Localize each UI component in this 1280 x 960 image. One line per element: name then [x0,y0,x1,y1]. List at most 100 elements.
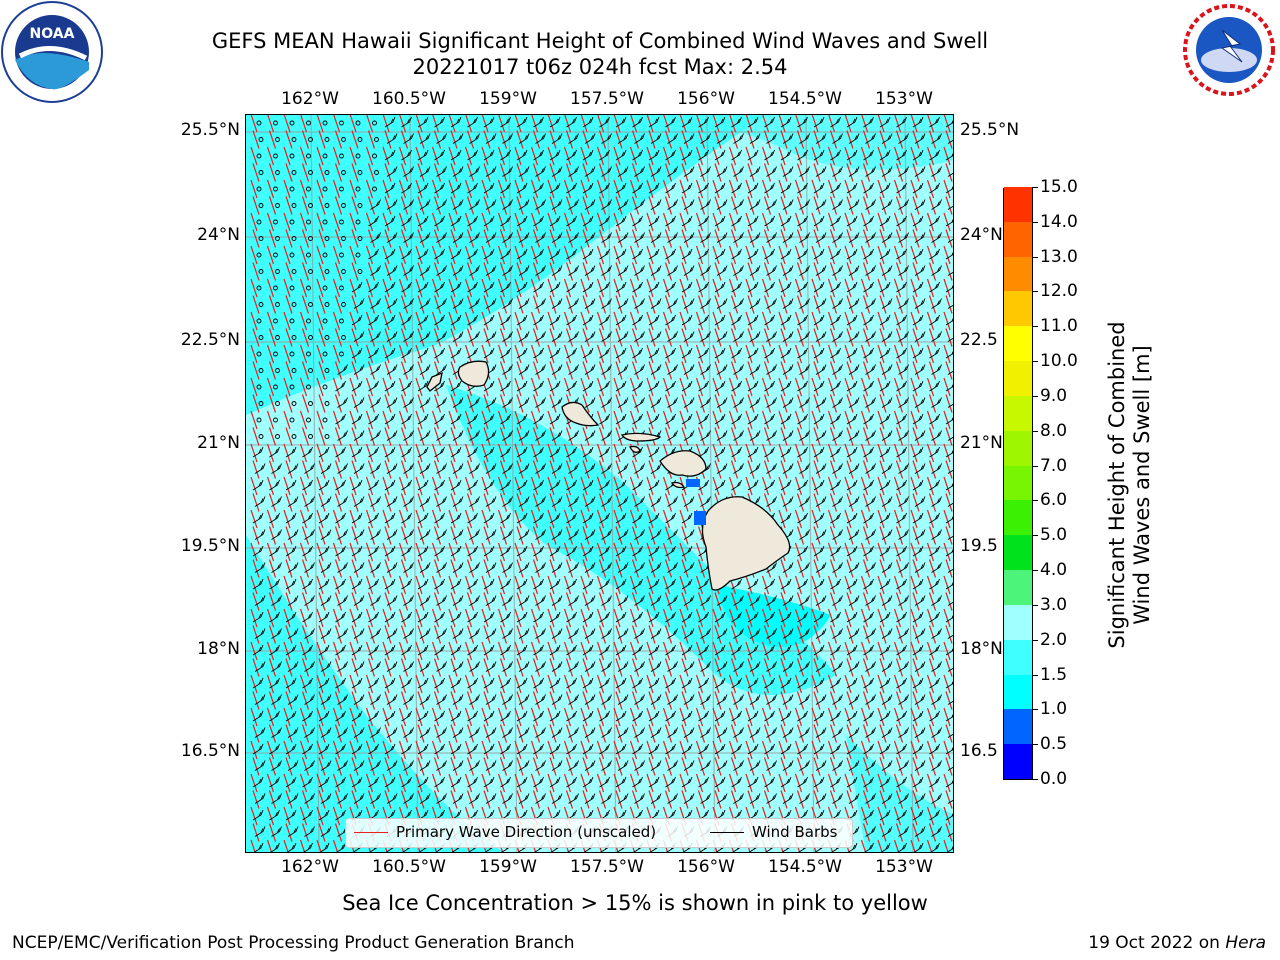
wave-direction-arrow [532,427,541,446]
wind-barb [368,479,379,491]
wind-barb [535,364,546,375]
wave-direction-arrow [714,427,722,446]
wave-direction-arrow [714,262,722,281]
wind-barb [319,842,330,852]
wave-direction-arrow [318,361,326,380]
wind-barb [879,446,891,458]
wave-direction-arrow [332,773,341,793]
wave-direction-arrow [532,460,541,479]
colorbar-tick: 0.5 [1031,734,1068,755]
wind-barb [370,760,381,771]
wind-barb [308,236,313,241]
wave-direction-arrow [877,245,885,265]
wind-barb [615,215,627,227]
wave-direction-arrow [283,311,291,331]
wind-barb [502,331,513,342]
wave-direction-arrow [349,608,357,628]
wind-barb [665,677,676,689]
wind-barb [782,331,794,342]
wave-direction-arrow [747,658,755,677]
wave-direction-arrow [662,542,671,562]
wind-barb [434,182,445,194]
wave-direction-arrow [514,443,522,463]
wind-barb [797,545,808,557]
wind-barb [308,137,313,142]
wave-direction-arrow [860,278,869,298]
wave-direction-arrow [763,229,772,248]
wind-barb [863,182,874,194]
wind-barb [483,479,495,491]
wind-barb [766,133,777,144]
wind-barb [914,364,926,375]
wind-barb [780,413,792,425]
wind-barb [516,149,528,161]
wind-barb [302,479,313,491]
wind-barb [879,479,891,491]
wave-direction-arrow [631,790,640,809]
wind-barb [483,380,495,392]
wind-barb [731,347,742,359]
wind-barb [813,380,825,392]
wave-direction-arrow [382,115,390,133]
wind-barb [665,545,676,557]
wave-direction-arrow [829,559,838,578]
wave-direction-arrow [926,443,935,463]
wave-direction-arrow [862,790,871,809]
wave-direction-arrow [384,394,392,413]
wind-barb [401,116,412,128]
wind-barb [700,166,711,177]
wave-direction-arrow [367,460,376,479]
wind-barb [865,397,876,408]
wind-barb [947,799,953,804]
wave-direction-arrow [664,625,673,644]
wave-direction-arrow [895,163,904,182]
wave-direction-arrow [712,476,720,496]
wind-barb [764,314,775,326]
wave-direction-arrow [283,146,291,166]
wave-direction-arrow [351,460,359,479]
wind-barb [533,776,544,788]
wind-barb [912,479,924,491]
wind-barb [601,298,612,309]
wind-barb [417,281,429,293]
wave-direction-arrow [565,295,574,314]
wind-barb [615,116,627,128]
lat-tick-right: 24°N [960,225,1003,245]
wave-direction-arrow [466,724,475,743]
wave-direction-arrow [565,328,574,347]
wind-barb [485,298,497,309]
wave-direction-arrow [466,394,475,413]
wave-direction-arrow [464,575,473,595]
wind-barb [617,232,629,243]
wave-direction-arrow [580,740,588,760]
wave-direction-arrow [646,245,654,265]
wind-barb [518,661,530,672]
wind-barb [929,413,940,425]
wind-barb [370,265,381,276]
wave-direction-arrow [316,212,324,232]
wind-barb [549,578,561,590]
wind-barb [848,661,860,672]
wind-barb [782,199,794,210]
wind-barb [749,661,761,672]
wind-barb [273,318,278,324]
wave-direction-arrow [794,245,803,265]
wave-direction-arrow [431,146,440,166]
wind-barb [813,314,825,326]
wave-direction-arrow [613,311,621,331]
wave-direction-arrow [481,575,489,595]
wave-direction-arrow [695,410,704,430]
wind-barb [766,727,777,738]
wave-direction-arrow [549,658,557,677]
wind-barb [749,232,761,243]
wave-direction-arrow [862,757,871,776]
wind-barb [863,611,874,623]
wave-direction-arrow [547,740,555,760]
wave-direction-arrow [596,443,605,463]
wave-direction-arrow [596,740,605,760]
wave-direction-arrow [796,163,805,182]
wave-direction-arrow [893,377,902,397]
wave-direction-arrow [384,163,392,182]
wind-barb [599,545,610,557]
wave-direction-arrow [813,229,821,248]
